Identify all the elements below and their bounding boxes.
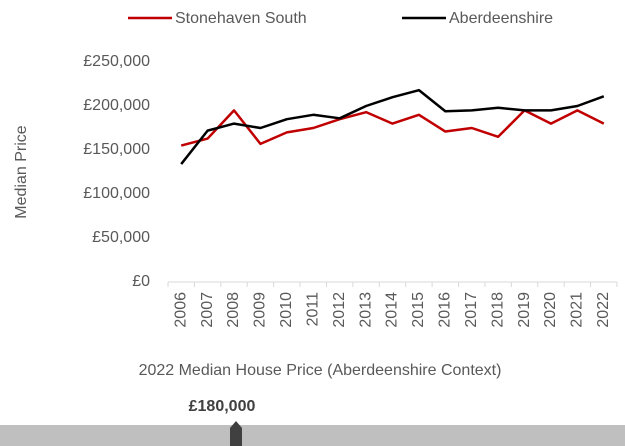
x-tick-label: 2014 (384, 292, 401, 328)
x-tick-label: 2006 (172, 292, 189, 328)
x-tick-label: 2011 (304, 292, 321, 327)
x-tick-label: 2022 (595, 292, 612, 328)
gauge-title: 2022 Median House Price (Aberdeenshire C… (139, 362, 502, 379)
x-tick-label: 2009 (252, 292, 269, 328)
legend-label: Aberdeenshire (449, 10, 553, 27)
x-tick-label: 2012 (331, 292, 348, 328)
y-tick-label: £250,000 (83, 53, 150, 70)
x-tick-label: 2016 (437, 292, 454, 328)
x-tick-label: 2007 (199, 292, 216, 328)
y-tick-label: £0 (132, 273, 150, 290)
series-line (180, 88, 605, 165)
x-tick-label: 2021 (569, 292, 586, 328)
x-tick-label: 2013 (357, 292, 374, 328)
y-tick-label: £100,000 (83, 185, 150, 202)
series-line (180, 109, 605, 147)
x-tick-label: 2008 (225, 292, 242, 328)
x-tick-label: 2020 (542, 292, 559, 328)
y-tick-label: £150,000 (83, 141, 150, 158)
gauge-bar (0, 425, 625, 446)
x-tick-label: 2015 (410, 292, 427, 328)
y-tick-label: £200,000 (83, 97, 150, 114)
y-axis-label: Median Price (13, 125, 30, 218)
gauge-value-label: £180,000 (189, 398, 256, 415)
x-tick-label: 2019 (516, 292, 533, 328)
x-tick-label: 2017 (463, 292, 480, 328)
x-tick-label: 2018 (489, 292, 506, 328)
legend-label: Stonehaven South (175, 10, 307, 27)
x-tick-label: 2010 (278, 292, 295, 328)
gauge-marker (230, 421, 242, 446)
y-tick-label: £50,000 (92, 229, 150, 246)
